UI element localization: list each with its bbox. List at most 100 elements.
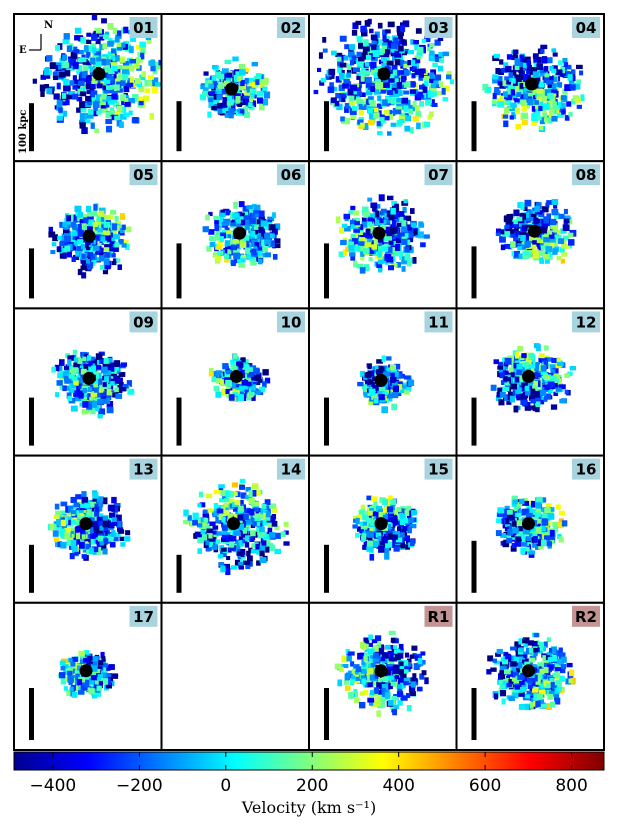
map-pixel bbox=[415, 70, 421, 75]
map-pixel bbox=[512, 49, 519, 55]
map-pixel bbox=[106, 85, 113, 90]
map-pixel bbox=[493, 359, 500, 365]
map-pixel bbox=[125, 530, 131, 536]
map-pixel bbox=[217, 221, 223, 228]
map-pixel bbox=[94, 511, 100, 517]
map-pixel bbox=[390, 372, 395, 378]
map-pixel bbox=[566, 101, 572, 107]
map-pixel bbox=[393, 37, 399, 43]
map-pixel bbox=[265, 506, 271, 512]
map-pixel bbox=[366, 385, 373, 391]
map-pixel bbox=[84, 251, 91, 256]
map-pixel bbox=[79, 114, 85, 121]
map-pixel bbox=[399, 250, 404, 258]
map-pixel bbox=[236, 518, 243, 524]
map-pixel bbox=[390, 499, 396, 507]
map-pixel bbox=[64, 532, 71, 539]
map-pixel bbox=[78, 390, 84, 397]
map-pixel bbox=[386, 356, 392, 361]
map-pixel bbox=[243, 560, 251, 565]
map-pixel bbox=[244, 388, 249, 396]
map-pixel bbox=[238, 63, 246, 70]
scale-bar bbox=[471, 101, 477, 152]
map-pixel bbox=[230, 367, 238, 374]
map-pixel bbox=[403, 63, 410, 69]
map-pixel bbox=[502, 114, 509, 119]
map-pixel bbox=[537, 514, 543, 521]
map-pixel bbox=[123, 61, 129, 66]
map-pixel bbox=[80, 37, 86, 44]
map-pixel bbox=[356, 263, 364, 269]
map-pixel bbox=[113, 101, 120, 108]
galaxy-center bbox=[374, 517, 388, 531]
map-pixel bbox=[564, 84, 572, 92]
map-pixel bbox=[69, 246, 77, 251]
map-pixel bbox=[377, 95, 382, 101]
map-pixel bbox=[232, 362, 238, 368]
map-pixel bbox=[128, 98, 135, 104]
map-pixel bbox=[531, 405, 536, 410]
map-pixel bbox=[62, 39, 70, 45]
map-pixel bbox=[121, 42, 126, 48]
map-pixel bbox=[101, 394, 107, 401]
map-pixel bbox=[211, 376, 217, 383]
map-pixel bbox=[104, 376, 110, 383]
panel-label-box bbox=[277, 311, 305, 333]
map-pixel bbox=[202, 534, 208, 541]
map-pixel bbox=[82, 225, 87, 231]
map-pixel bbox=[377, 535, 384, 541]
map-pixel bbox=[551, 199, 559, 206]
map-pixel bbox=[523, 212, 530, 218]
map-pixel bbox=[72, 225, 77, 231]
map-pixel bbox=[561, 242, 567, 249]
map-pixel bbox=[539, 117, 546, 125]
map-pixel bbox=[521, 224, 528, 232]
map-pixel bbox=[59, 528, 66, 535]
map-pixel bbox=[115, 514, 122, 522]
map-pixel bbox=[559, 398, 566, 404]
map-pixel bbox=[103, 230, 111, 236]
map-pixel bbox=[536, 218, 544, 225]
map-pixel bbox=[362, 521, 367, 526]
map-pixel bbox=[542, 112, 548, 119]
map-pixel bbox=[540, 226, 548, 234]
map-pixel bbox=[218, 82, 225, 89]
map-pixel bbox=[253, 368, 260, 375]
map-pixel bbox=[56, 82, 61, 90]
map-pixel bbox=[223, 218, 230, 224]
map-pixel bbox=[382, 34, 387, 42]
map-pixel bbox=[237, 211, 243, 217]
map-pixel bbox=[102, 520, 110, 528]
map-pixel bbox=[513, 362, 520, 369]
map-pixel bbox=[544, 233, 550, 239]
map-pixel bbox=[241, 379, 249, 386]
map-pixel bbox=[123, 112, 130, 117]
map-pixel bbox=[65, 65, 73, 72]
map-pixel bbox=[90, 384, 97, 392]
map-pixel bbox=[508, 72, 513, 78]
map-pixel bbox=[398, 522, 405, 529]
map-pixel bbox=[393, 211, 400, 218]
map-pixel bbox=[269, 233, 275, 239]
map-pixel bbox=[114, 37, 120, 43]
map-pixel bbox=[74, 35, 81, 41]
map-pixel bbox=[283, 530, 289, 535]
map-pixel bbox=[226, 72, 233, 77]
velocity-map bbox=[335, 194, 430, 274]
map-pixel bbox=[139, 41, 147, 49]
panel-label: 11 bbox=[428, 313, 449, 331]
map-pixel bbox=[258, 255, 263, 260]
map-pixel bbox=[337, 67, 342, 74]
map-pixel bbox=[510, 545, 517, 552]
map-pixel bbox=[102, 363, 108, 369]
map-pixel bbox=[102, 34, 110, 40]
map-pixel bbox=[85, 222, 92, 227]
map-pixel bbox=[212, 525, 219, 530]
map-pixel bbox=[115, 393, 123, 399]
map-pixel bbox=[363, 123, 369, 130]
map-pixel bbox=[350, 224, 358, 229]
map-pixel bbox=[67, 365, 75, 370]
map-pixel bbox=[79, 402, 85, 407]
map-pixel bbox=[89, 517, 95, 524]
map-pixel bbox=[529, 71, 535, 79]
